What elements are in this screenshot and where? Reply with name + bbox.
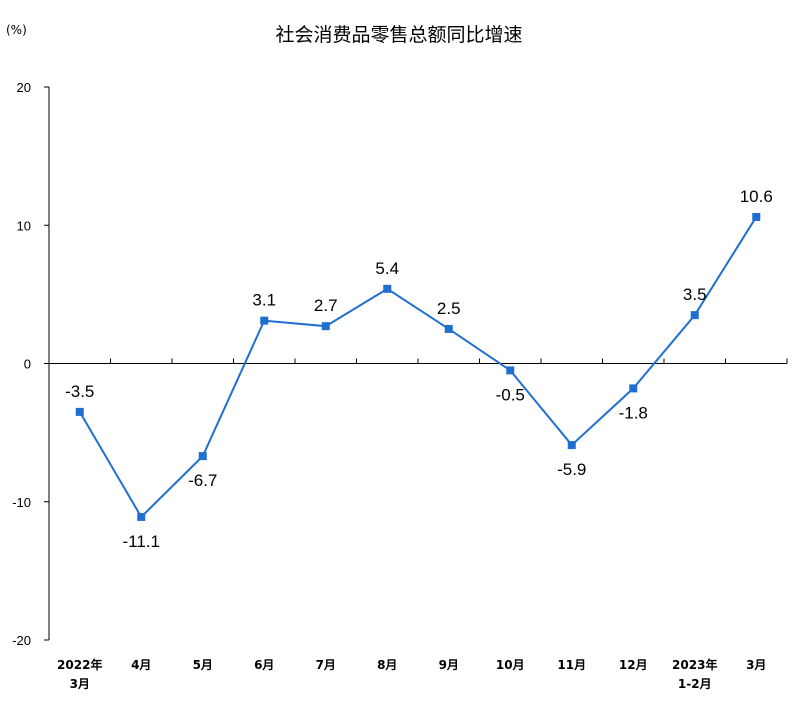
y-tick-label: 0	[24, 357, 31, 372]
data-point-marker	[506, 366, 515, 375]
data-label: 3.1	[252, 291, 276, 310]
data-point-marker	[752, 212, 761, 221]
data-point-marker	[383, 284, 392, 293]
data-point-marker	[137, 512, 146, 521]
chart-title: 社会消费品零售总额同比增速	[275, 24, 522, 46]
x-tick-label: 4月	[131, 658, 151, 672]
x-tick-label: 2022年	[57, 657, 102, 672]
data-point-marker	[198, 452, 207, 461]
series-line	[78, 216, 758, 519]
data-point-marker	[567, 441, 576, 450]
data-label: -0.5	[496, 385, 525, 404]
data-point-marker	[75, 407, 84, 416]
data-label: 5.4	[375, 259, 399, 278]
data-points	[75, 212, 761, 521]
unit-label: (%)	[6, 23, 27, 37]
data-labels: -3.5 -11.1 -6.7 3.1 2.7 5.4 2.5 -0.5 -5.9 -1.8 3.5…	[65, 187, 773, 551]
x-tick-label: 6月	[254, 658, 274, 672]
data-point-marker	[321, 322, 330, 331]
x-tick-label: 3月	[70, 677, 90, 691]
data-label: -11.1	[123, 532, 161, 551]
data-point-marker	[690, 311, 699, 320]
data-point-marker	[444, 324, 453, 333]
x-tick-label: 2023年	[672, 657, 717, 672]
data-label: 3.5	[683, 285, 707, 304]
y-tick-label: -20	[12, 633, 31, 648]
x-tick-label: 7月	[316, 658, 336, 672]
y-tick-label: -10	[12, 495, 31, 510]
data-label: -1.8	[619, 403, 648, 422]
data-label: -3.5	[65, 382, 94, 401]
data-label: -5.9	[557, 460, 586, 479]
y-tick-label: 10	[17, 218, 31, 233]
x-axis-ticks: 2022年 3月 4月 5月 6月 7月 8月 9月 10月 11月 12月 2023年 1-2月 3月	[48, 358, 788, 691]
x-tick-label: 9月	[439, 658, 459, 672]
x-tick-label: 1-2月	[678, 677, 712, 691]
data-label: -6.7	[188, 471, 217, 490]
x-tick-label: 12月	[619, 658, 648, 672]
x-tick-label: 11月	[557, 658, 586, 672]
data-point-marker	[260, 316, 269, 325]
x-tick-label: 10月	[496, 658, 525, 672]
x-tick-label: 3月	[746, 658, 766, 672]
y-tick-label: 20	[17, 80, 31, 95]
x-tick-label: 5月	[193, 658, 213, 672]
y-axis-ticks: 20 10 0 -10 -20	[12, 80, 49, 648]
data-label: 10.6	[740, 187, 773, 206]
data-label: 2.5	[437, 299, 461, 318]
data-point-marker	[629, 384, 638, 393]
data-label: 2.7	[314, 296, 338, 315]
x-tick-label: 8月	[377, 658, 397, 672]
series-polyline	[78, 216, 758, 519]
